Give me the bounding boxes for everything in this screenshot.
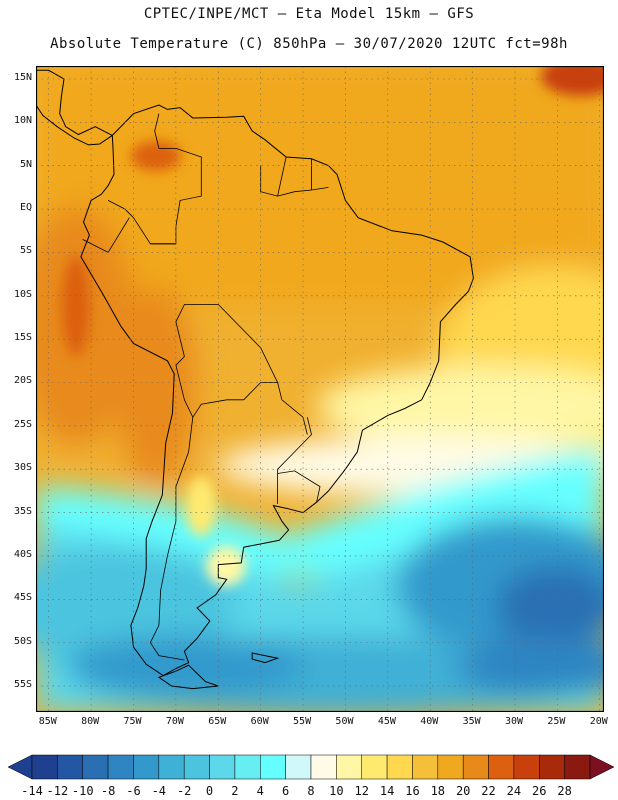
title-line-1: CPTEC/INPE/MCT – Eta Model 15km – GFS	[143, 6, 475, 22]
latitude-tick-label: 10N	[13, 115, 32, 127]
gridlines	[36, 66, 604, 712]
latitude-tick-label: 15N	[13, 72, 32, 83]
colorbar-swatch	[285, 754, 312, 780]
country-border	[243, 382, 308, 435]
central-america-coastline	[36, 69, 113, 136]
colorbar-tick-label: 24	[506, 784, 522, 798]
colorbar	[7, 754, 615, 780]
color-legend: -14 -12 -10 -8 -6 -4 -2 0 2 4 6 8 10 12 14 16 18 20 22 24 26…	[7, 752, 615, 800]
colorbar-tick-label: -6	[126, 784, 141, 798]
colorbar-tick-label: 22	[481, 784, 496, 798]
colorbar-low-arrow	[7, 754, 33, 780]
colorbar-tick-label: -14	[21, 784, 43, 798]
colorbar-swatch	[564, 754, 591, 780]
colorbar-tick-label: -12	[46, 784, 69, 798]
country-border	[277, 417, 312, 504]
colorbar-swatch	[462, 754, 489, 780]
colorbar-swatch	[539, 754, 565, 780]
longitude-tick-label: 45W	[377, 716, 396, 727]
latitude-tick-label: 40S	[13, 548, 32, 560]
longitude-tick-label: 70W	[165, 716, 184, 727]
colorbar-tick-label: 18	[430, 784, 446, 798]
colorbar-swatch	[488, 754, 515, 780]
country-border	[149, 365, 194, 661]
latitude-tick-label: 10S	[13, 288, 32, 300]
colorbar-tick-label: 10	[329, 784, 344, 798]
longitude-tick-label: 60W	[250, 716, 269, 727]
latitude-tick-label: 20S	[13, 375, 32, 387]
country-border	[277, 156, 287, 197]
colorbar-tick-label: 4	[256, 784, 264, 798]
country-border	[277, 470, 321, 503]
colorbar-swatch	[412, 754, 439, 780]
latitude-tick-label: 5S	[19, 245, 32, 257]
colorbar-tick-label: 8	[307, 784, 315, 798]
country-border	[150, 113, 202, 245]
latitude-tick-label: 45S	[13, 592, 32, 604]
longitude-tick-label: 25W	[547, 716, 566, 727]
longitude-tick-label: 55W	[293, 716, 312, 727]
central-america-pacific-coast	[36, 104, 113, 146]
colorbar-swatch	[133, 754, 160, 780]
colorbar-swatch	[260, 754, 286, 780]
colorbar-swatch	[437, 754, 464, 780]
colorbar-tick-label: -4	[151, 784, 167, 798]
colorbar-tick-label: 14	[379, 784, 395, 798]
colorbar-tick-label: -2	[176, 784, 192, 798]
colorbar-tick-label: 6	[282, 784, 290, 798]
colorbar-swatch	[336, 754, 362, 780]
longitude-tick-label: 30W	[504, 716, 524, 727]
colorbar-tick-label: 26	[532, 784, 547, 798]
longitude-tick-label: 35W	[462, 716, 481, 727]
colorbar-swatch	[57, 754, 83, 780]
colorbar-tick-label: 12	[354, 784, 369, 798]
colorbar-tick-label: 20	[455, 784, 471, 798]
colorbar-tick-label: -8	[100, 784, 116, 798]
colorbar-swatch	[513, 754, 540, 780]
colorbar-tick-label: -10	[71, 784, 94, 798]
country-border	[107, 200, 176, 245]
colorbar-high-arrow	[589, 754, 615, 780]
colorbar-tick-label: 2	[231, 784, 239, 798]
colorbar-swatch	[158, 754, 185, 780]
colorbar-swatch	[361, 754, 388, 780]
temperature-map	[36, 66, 604, 712]
title-line-2: Absolute Temperature (C) 850hPa – 30/07/…	[50, 36, 568, 52]
colorbar-swatch	[107, 754, 134, 780]
longitude-tick-label: 40W	[420, 716, 439, 727]
longitude-tick-label: 85W	[38, 716, 57, 727]
map-frame	[36, 66, 604, 712]
latitude-tick-label: 55S	[13, 678, 32, 690]
colorbar-tick-label: 0	[205, 784, 214, 798]
colorbar-tick-label: 16	[405, 784, 420, 798]
latitude-tick-label: EQ	[19, 202, 32, 214]
latitude-tick-label: 5N	[19, 158, 32, 170]
island-outline	[157, 664, 219, 690]
longitude-tick-label: 75W	[123, 716, 142, 727]
longitude-tick-label: 65W	[208, 716, 227, 727]
latitude-tick-label: 25S	[13, 418, 32, 430]
colorbar-swatch	[234, 754, 261, 780]
colorbar-swatch	[209, 754, 236, 780]
latitude-tick-label: 30S	[13, 462, 32, 474]
country-border	[192, 399, 244, 418]
colorbar-swatch	[386, 754, 413, 780]
island-outline	[251, 652, 280, 664]
colorbar-swatch	[310, 754, 337, 780]
latitude-tick-label: 50S	[13, 635, 32, 647]
longitude-tick-label: 20W	[589, 716, 608, 727]
colorbar-tick-label: 28	[557, 784, 572, 798]
longitude-tick-label: 80W	[81, 716, 100, 727]
latitude-tick-label: 35S	[13, 505, 32, 517]
south-america-coastline	[80, 104, 474, 677]
latitude-tick-label: 15S	[13, 332, 32, 344]
colorbar-swatch	[31, 754, 58, 780]
map-canvas	[36, 66, 604, 712]
longitude-tick-label: 50W	[335, 716, 354, 727]
colorbar-swatch	[183, 754, 210, 780]
temperature-field	[36, 66, 604, 712]
colorbar-swatch	[82, 754, 109, 780]
